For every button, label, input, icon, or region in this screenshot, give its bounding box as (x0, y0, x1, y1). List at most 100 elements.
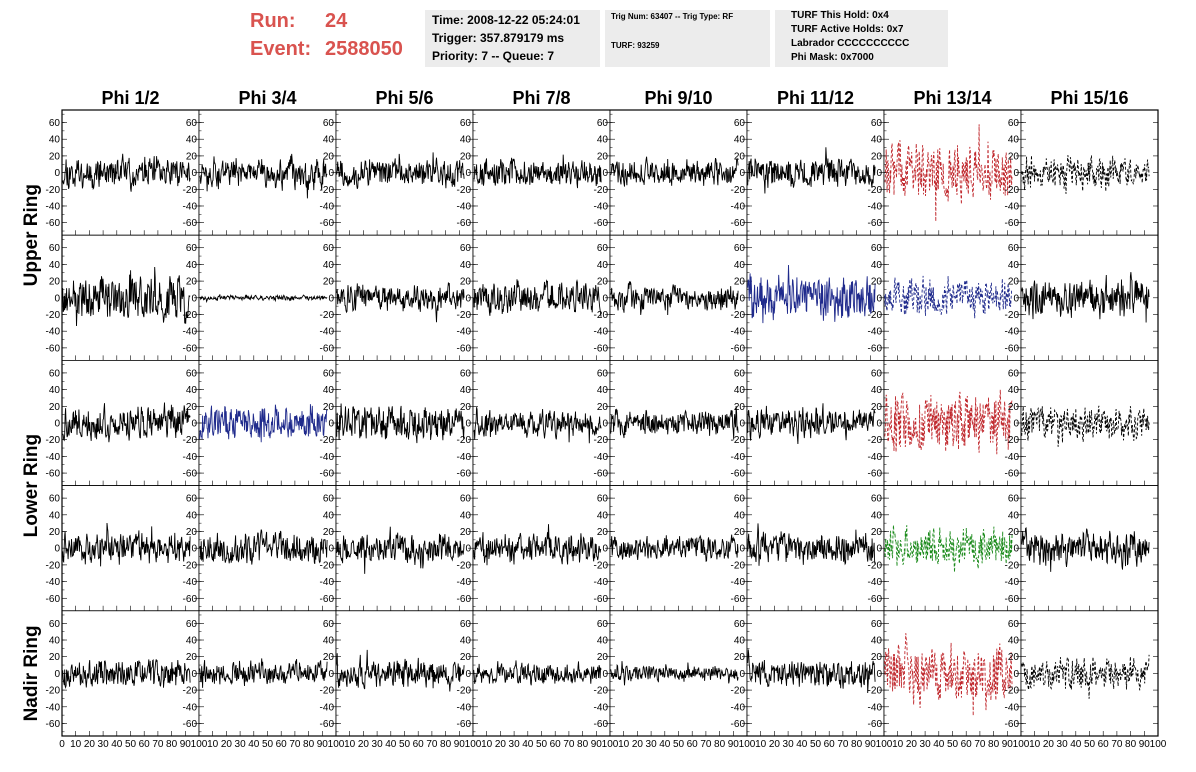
y-tick-label: 20 (597, 527, 609, 538)
waveform-panel: 60 40 20 0 -20 -40 -60 (731, 109, 885, 236)
y-tick-label: 20 (734, 652, 746, 663)
y-tick-label: 0 (328, 168, 334, 179)
y-tick-label: 40 (734, 636, 746, 647)
y-tick-label: 60 (871, 368, 883, 379)
trig-info-box: Trig Num: 63407 -- Trig Type: RF TURF: 9… (605, 10, 770, 67)
waveform-panel: 60 40 20 0 -20 -40 -60 (457, 109, 611, 236)
trigger-line: Trigger: 357.879179 ms (432, 31, 565, 45)
x-tick-label: 80 (577, 739, 589, 750)
y-tick-label: 0 (602, 293, 608, 304)
y-tick-label: -60 (320, 469, 335, 480)
waveform-panel: 60 40 20 0 -20 -40 -60 (731, 359, 885, 486)
y-tick-label: 40 (186, 135, 198, 146)
x-tick-label: 40 (385, 739, 397, 750)
waveform-trace (747, 523, 876, 566)
y-tick-label: -40 (594, 452, 609, 463)
panel-frame (746, 610, 885, 737)
x-tick-label: 60 (1098, 739, 1110, 750)
y-tick-label: 40 (597, 636, 609, 647)
y-tick-label: -40 (320, 577, 335, 588)
y-tick-label: 60 (323, 619, 335, 630)
y-tick-label: -40 (1005, 702, 1020, 713)
y-tick-label: 40 (323, 260, 335, 271)
y-tick-label: 60 (734, 619, 746, 630)
y-tick-label: 40 (49, 260, 61, 271)
x-tick-label: 10 (755, 739, 767, 750)
y-tick-label: -60 (183, 469, 198, 480)
y-tick-label: -20 (1005, 435, 1020, 446)
y-tick-label: 0 (191, 419, 197, 430)
y-tick-label: -20 (868, 560, 883, 571)
y-tick-label: -60 (731, 594, 746, 605)
y-tick-label: -20 (1005, 560, 1020, 571)
panel-frame (61, 610, 200, 737)
y-tick-label: 20 (323, 402, 335, 413)
panel-frame (883, 359, 1022, 486)
y-tick-label: -20 (1005, 185, 1020, 196)
y-tick-label: 20 (49, 527, 61, 538)
y-tick-label: 40 (49, 135, 61, 146)
x-tick-label: 60 (276, 739, 288, 750)
y-tick-label: -40 (320, 201, 335, 212)
y-tick-label: -60 (46, 719, 61, 730)
x-tick-label: 100 (465, 739, 482, 750)
x-tick-label: 40 (111, 739, 123, 750)
x-tick-label: 90 (180, 739, 192, 750)
y-tick-label: -60 (594, 719, 609, 730)
x-tick-label: 30 (1057, 739, 1069, 750)
x-tick-label: 80 (851, 739, 863, 750)
y-tick-label: -40 (594, 702, 609, 713)
event-value: 2588050 (325, 38, 403, 60)
y-tick-label: 0 (191, 669, 197, 680)
y-tick-label: -40 (320, 452, 335, 463)
x-tick-label: 40 (1070, 739, 1082, 750)
waveform-trace (336, 403, 465, 444)
x-tick-label: 30 (372, 739, 384, 750)
x-tick-label: 50 (810, 739, 822, 750)
y-tick-label: -40 (594, 577, 609, 588)
panel-frame (61, 109, 200, 236)
turf-info-box: TURF This Hold: 0x4 TURF Active Holds: 0… (775, 10, 948, 67)
panel-frame (335, 109, 474, 236)
y-tick-label: 0 (876, 168, 882, 179)
y-tick-label: 20 (871, 151, 883, 162)
y-tick-label: -40 (731, 702, 746, 713)
y-tick-label: 0 (465, 669, 471, 680)
y-tick-label: -20 (183, 560, 198, 571)
y-tick-label: 60 (49, 494, 61, 505)
y-tick-label: -20 (731, 185, 746, 196)
x-tick-label: 40 (522, 739, 534, 750)
y-tick-label: 60 (186, 368, 198, 379)
waveform-trace (199, 293, 328, 304)
y-tick-label: -60 (594, 343, 609, 354)
y-tick-label: 40 (597, 135, 609, 146)
x-tick-label: 100 (328, 739, 345, 750)
y-tick-label: 40 (460, 260, 472, 271)
waveform-panel: 60 40 20 0 -20 -40 -60 (868, 485, 1022, 612)
x-tick-label: 30 (783, 739, 795, 750)
x-tick-label: 40 (933, 739, 945, 750)
time-info-box: Time: 2008-12-22 05:24:01 Trigger: 357.8… (425, 10, 600, 67)
y-tick-label: 60 (597, 368, 609, 379)
waveform-trace (610, 405, 739, 440)
x-tick-label: 50 (1084, 739, 1096, 750)
x-tick-label: 70 (837, 739, 849, 750)
waveform-trace (1021, 272, 1150, 323)
x-tick-label: 60 (413, 739, 425, 750)
y-tick-label: 40 (871, 385, 883, 396)
y-tick-label: -20 (457, 435, 472, 446)
y-tick-label: -60 (1005, 719, 1020, 730)
waveform-panel: 60 40 20 0 -20 -40 -60 (1005, 234, 1159, 361)
y-tick-label: 60 (734, 494, 746, 505)
y-tick-label: 60 (49, 243, 61, 254)
waveform-panel: 60 40 20 0 -20 -40 -60 (183, 359, 337, 486)
y-tick-label: 40 (186, 260, 198, 271)
y-tick-label: 20 (460, 652, 472, 663)
waveform-trace (62, 266, 191, 327)
y-tick-label: -20 (320, 310, 335, 321)
y-tick-label: -40 (457, 327, 472, 338)
waveform-panel: 60 40 20 0 -20 -40 -60 (868, 359, 1022, 486)
y-tick-label: 40 (49, 385, 61, 396)
y-tick-label: 60 (597, 494, 609, 505)
y-tick-label: -40 (731, 201, 746, 212)
